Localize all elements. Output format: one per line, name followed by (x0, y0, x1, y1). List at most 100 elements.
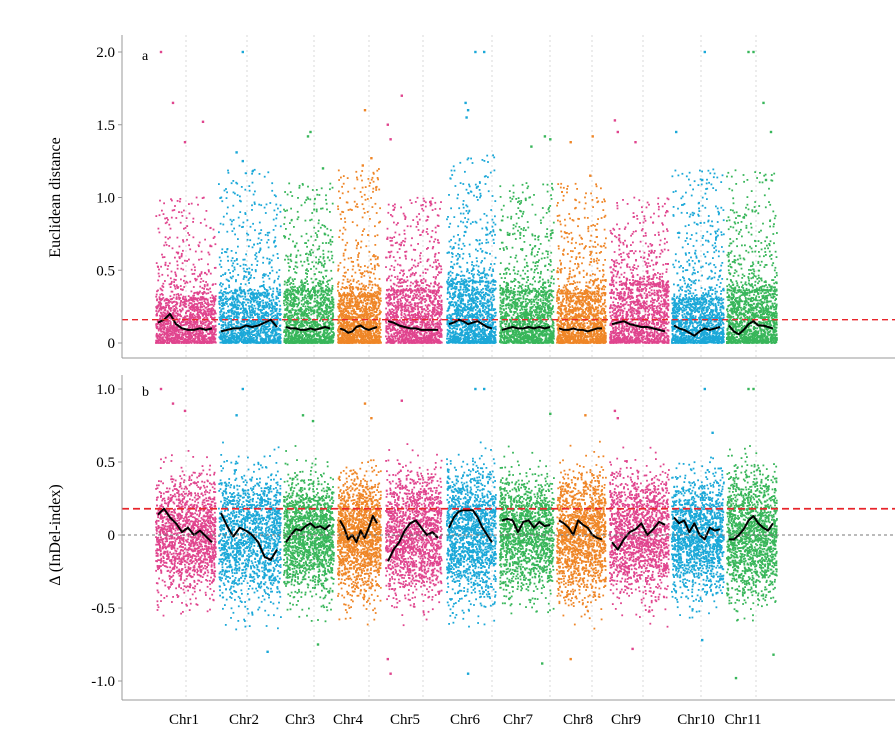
a-outlier-point (201, 120, 205, 123)
a-outlier-point (675, 130, 678, 134)
b-points-chr2 (218, 441, 282, 631)
b-fitted-curve-chr5 (387, 519, 439, 562)
chromosome-label-chr11: Chr11 (725, 712, 762, 728)
a-outlier-point (183, 141, 187, 144)
panel-b-indel-index: -1.0 -0.5 0 0.5 1.0 b Δ (InDel-index) (47, 375, 895, 701)
a-points-chr9 (609, 196, 670, 344)
a-outlier-point (752, 50, 755, 54)
a-outlier-point (483, 50, 486, 54)
panel-a-y-ticks: 0 0.5 1.0 1.5 2.0 (96, 45, 122, 352)
a-y-tick-label: 0.5 (96, 263, 115, 279)
a-fitted-curve-chr8 (558, 327, 602, 333)
a-fitted-curve-chr5 (387, 320, 438, 331)
panel-b-fitted-curves (157, 507, 774, 562)
chromosome-label-chr6: Chr6 (450, 712, 481, 728)
b-outlier-point (616, 417, 619, 420)
b-outlier-point (266, 650, 269, 653)
b-points-chr8 (556, 440, 607, 630)
panel-a-y-axis-label: Euclidean distance (47, 137, 64, 257)
a-outlier-point (530, 145, 533, 148)
chromosome-labels: Chr1 Chr2 Chr3 Chr4 Chr5 Chr6 Chr7 Chr8 Chr9 Chr1… (169, 712, 761, 728)
a-y-tick-label: 0 (108, 336, 116, 352)
a-points-chr11 (726, 169, 778, 344)
panel-b-grid (185, 375, 757, 700)
panel-a-label: a (142, 49, 149, 64)
a-outlier-point (400, 94, 403, 97)
b-outlier-point (734, 676, 738, 680)
b-points-chr1 (155, 450, 217, 617)
b-points-chr6 (446, 441, 497, 628)
a-points-chr5 (385, 196, 443, 344)
chromosome-label-chr5: Chr5 (390, 712, 420, 728)
a-y-tick-label: 1.5 (96, 118, 115, 134)
a-outlier-point (764, 178, 768, 182)
panel-a-axes (121, 35, 895, 359)
b-fitted-curve-chr4 (339, 515, 378, 544)
a-outlier-point (386, 123, 389, 126)
b-outlier-point (613, 409, 617, 413)
a-outlier-point (321, 167, 325, 170)
a-outlier-point (747, 50, 750, 54)
a-outlier-point (634, 141, 637, 144)
b-outlier-point (584, 414, 587, 417)
a-y-tick-label: 2.0 (96, 45, 115, 61)
a-outlier-point (769, 130, 773, 134)
a-outlier-point (235, 151, 238, 154)
b-outlier-point (159, 387, 163, 391)
chromosome-label-chr8: Chr8 (563, 712, 593, 728)
a-outlier-point (370, 157, 373, 160)
b-fitted-curve-chr8 (558, 519, 603, 541)
b-outlier-point (549, 412, 552, 415)
b-fitted-curve-chr7 (501, 517, 551, 534)
a-outlier-point (171, 101, 175, 105)
a-outlier-point (613, 119, 617, 122)
chromosome-label-chr7: Chr7 (503, 712, 534, 728)
a-fitted-curve-chr10 (673, 324, 721, 337)
b-outlier-point (389, 672, 392, 675)
b-y-tick-label: 0 (108, 528, 116, 544)
b-outlier-point (772, 653, 775, 656)
a-outlier-point (762, 101, 765, 105)
a-fitted-curve-chr9 (611, 320, 666, 333)
a-fitted-curve-chr1 (157, 312, 213, 331)
b-outlier-point (474, 387, 477, 391)
b-fitted-curve-chr10 (673, 516, 721, 541)
a-outlier-point (466, 109, 470, 112)
a-fitted-curve-chr7 (501, 326, 551, 331)
b-points-chr9 (609, 446, 670, 628)
b-outlier-point (363, 402, 367, 405)
b-outlier-point (400, 399, 403, 402)
panel-a-points (155, 50, 778, 344)
b-y-tick-label: 0.5 (96, 455, 115, 471)
b-outlier-point (241, 387, 244, 391)
panel-b-axes (121, 375, 895, 701)
b-outlier-point (569, 657, 572, 661)
a-outlier-point (389, 138, 392, 141)
a-outlier-point (309, 130, 312, 134)
a-outlier-point (591, 135, 594, 138)
chromosome-label-chr10: Chr10 (677, 712, 715, 728)
a-outlier-point (159, 50, 163, 54)
a-points-chr4 (337, 168, 382, 344)
b-fitted-curve-chr1 (157, 507, 213, 544)
b-outlier-point (711, 431, 714, 434)
a-outlier-point (589, 174, 592, 177)
a-fitted-curve-chr6 (448, 318, 493, 330)
b-outlier-point (703, 387, 706, 391)
a-outlier-point (241, 50, 244, 54)
b-outlier-point (171, 402, 175, 405)
b-outlier-point (701, 638, 704, 642)
b-outlier-point (183, 409, 187, 413)
b-points-chr3 (283, 445, 335, 623)
b-y-tick-label: -0.5 (91, 601, 115, 617)
a-outlier-point (701, 178, 704, 182)
a-fitted-curve-chr2 (220, 318, 278, 333)
b-points-chr7 (499, 445, 555, 615)
a-outlier-point (549, 138, 552, 141)
b-outlier-point (301, 414, 305, 417)
panel-a-fitted-curves (157, 312, 774, 337)
b-fitted-curve-chr11 (729, 515, 774, 541)
b-outlier-point (483, 387, 486, 391)
a-outlier-point (241, 159, 244, 163)
b-outlier-point (752, 387, 755, 391)
